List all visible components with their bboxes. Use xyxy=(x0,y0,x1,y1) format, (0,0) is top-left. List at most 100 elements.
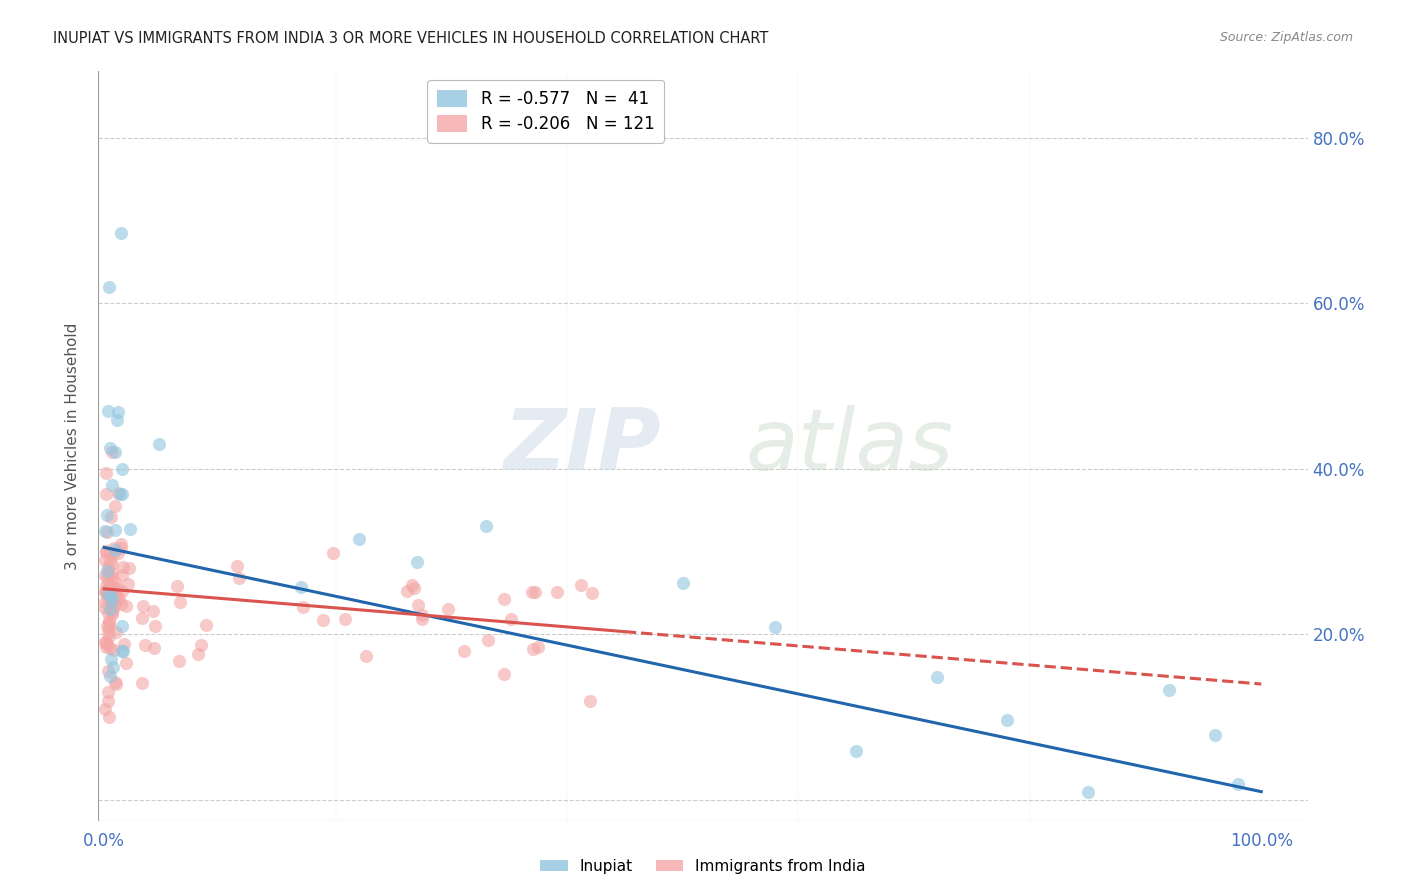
Point xyxy=(100,652,122,666)
Point xyxy=(111,487,134,501)
Y-axis label: 3 or more Vehicles in Household: 3 or more Vehicles in Household xyxy=(65,322,80,570)
Point xyxy=(104,523,127,537)
Point xyxy=(107,405,129,419)
Point xyxy=(142,641,165,656)
Point xyxy=(103,541,125,555)
Point xyxy=(111,644,134,658)
Point xyxy=(104,675,127,690)
Point xyxy=(94,584,117,599)
Point xyxy=(98,641,121,656)
Point xyxy=(105,625,128,640)
Point xyxy=(94,702,117,716)
Point xyxy=(97,585,120,599)
Point xyxy=(406,598,429,612)
Point xyxy=(98,629,121,643)
Point xyxy=(94,545,117,559)
Point xyxy=(131,599,153,614)
Point xyxy=(347,532,370,546)
Point xyxy=(101,593,124,607)
Point xyxy=(1227,777,1250,791)
Point xyxy=(96,637,118,651)
Point xyxy=(110,597,132,611)
Point xyxy=(110,537,132,551)
Point xyxy=(96,544,118,558)
Point xyxy=(94,524,117,539)
Point xyxy=(98,601,121,615)
Point xyxy=(100,445,122,459)
Point xyxy=(101,593,124,607)
Point xyxy=(94,634,117,648)
Point xyxy=(97,587,120,601)
Point xyxy=(98,546,121,560)
Point xyxy=(101,597,124,611)
Point xyxy=(405,555,427,569)
Point xyxy=(100,605,122,619)
Point xyxy=(402,581,425,595)
Point xyxy=(546,585,568,599)
Point xyxy=(581,586,603,600)
Point xyxy=(187,647,209,661)
Legend: R = -0.577   N =  41, R = -0.206   N = 121: R = -0.577 N = 41, R = -0.206 N = 121 xyxy=(427,79,665,143)
Point xyxy=(763,620,786,634)
Point xyxy=(105,581,128,595)
Point xyxy=(94,553,117,567)
Point xyxy=(114,656,136,670)
Point xyxy=(97,625,120,640)
Point xyxy=(148,437,170,451)
Point xyxy=(97,585,120,599)
Point xyxy=(103,643,125,657)
Point xyxy=(98,553,121,567)
Point xyxy=(110,541,132,555)
Point xyxy=(322,546,344,560)
Point xyxy=(97,559,120,574)
Point xyxy=(131,611,153,625)
Point xyxy=(523,584,546,599)
Point xyxy=(97,404,120,418)
Point xyxy=(167,654,190,668)
Point xyxy=(96,618,118,632)
Point xyxy=(107,486,129,500)
Point xyxy=(97,607,120,621)
Point xyxy=(97,710,120,724)
Point xyxy=(97,665,120,679)
Point xyxy=(105,413,128,427)
Point xyxy=(453,644,475,658)
Point xyxy=(411,607,433,622)
Point xyxy=(291,599,314,614)
Text: Source: ZipAtlas.com: Source: ZipAtlas.com xyxy=(1219,31,1353,45)
Point xyxy=(228,571,250,585)
Point xyxy=(104,543,127,558)
Point xyxy=(100,441,122,455)
Point xyxy=(96,508,118,522)
Point xyxy=(114,637,136,651)
Point xyxy=(492,667,515,681)
Point xyxy=(190,639,212,653)
Point xyxy=(475,519,498,533)
Point xyxy=(103,591,125,606)
Point xyxy=(94,600,117,615)
Point xyxy=(110,226,132,240)
Point xyxy=(995,713,1018,727)
Point xyxy=(527,640,550,655)
Point xyxy=(97,587,120,601)
Point xyxy=(120,522,142,536)
Point xyxy=(1157,683,1180,698)
Point xyxy=(96,564,118,578)
Point xyxy=(845,744,868,758)
Text: INUPIAT VS IMMIGRANTS FROM INDIA 3 OR MORE VEHICLES IN HOUSEHOLD CORRELATION CHA: INUPIAT VS IMMIGRANTS FROM INDIA 3 OR MO… xyxy=(53,31,769,46)
Point xyxy=(195,618,218,632)
Point xyxy=(290,580,312,594)
Point xyxy=(96,585,118,599)
Point xyxy=(499,612,522,626)
Point xyxy=(117,561,139,575)
Point xyxy=(97,620,120,634)
Point xyxy=(98,669,121,683)
Point xyxy=(100,607,122,621)
Point xyxy=(97,615,120,629)
Point xyxy=(104,574,127,589)
Point xyxy=(522,642,544,657)
Point xyxy=(94,595,117,609)
Point xyxy=(97,614,120,628)
Point xyxy=(927,670,949,684)
Point xyxy=(143,619,166,633)
